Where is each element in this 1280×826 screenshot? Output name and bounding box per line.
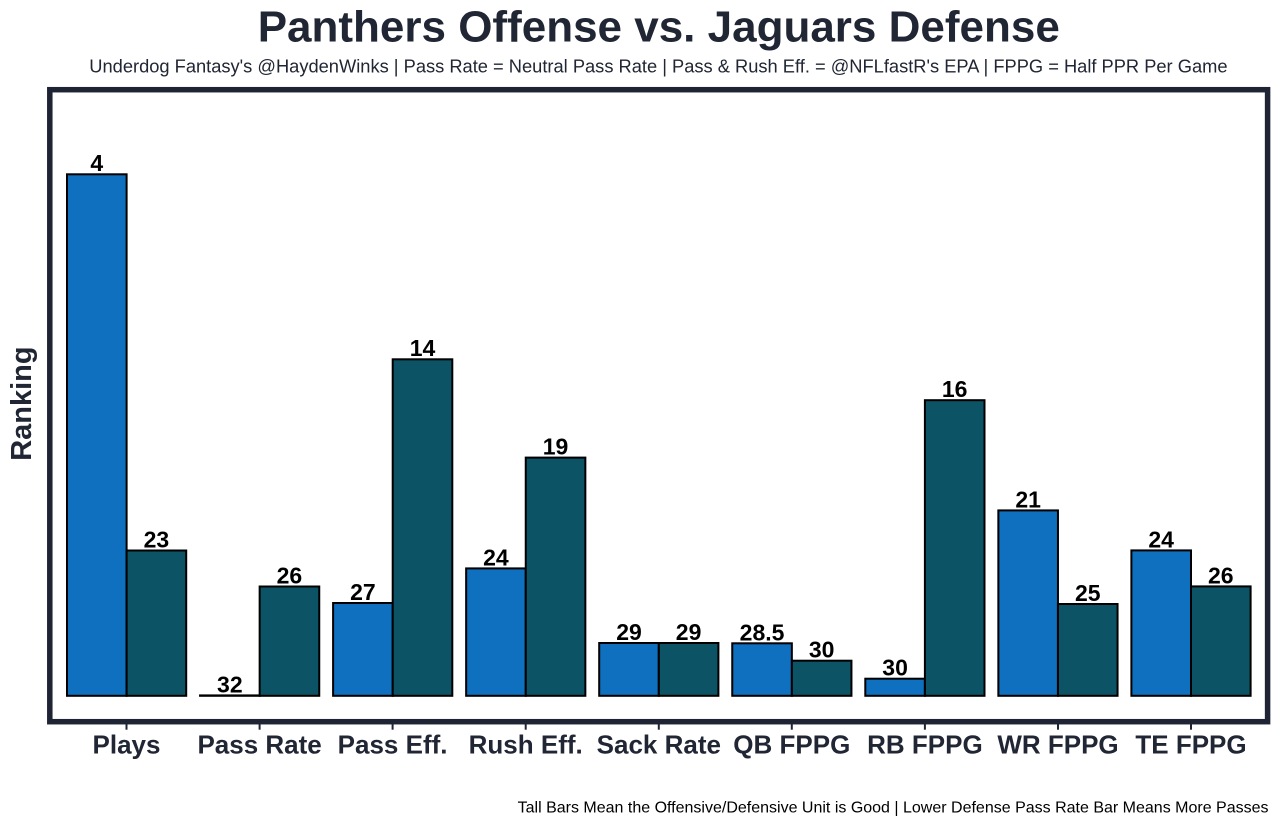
svg-text:19: 19: [543, 434, 569, 460]
svg-text:29: 29: [616, 619, 642, 645]
svg-text:26: 26: [277, 562, 303, 588]
svg-text:QB FPPG: QB FPPG: [733, 730, 850, 760]
svg-text:24: 24: [1148, 526, 1174, 552]
svg-text:25: 25: [1075, 580, 1101, 606]
svg-text:Ranking: Ranking: [6, 346, 38, 460]
svg-text:24: 24: [483, 544, 509, 570]
svg-text:21: 21: [1015, 486, 1041, 512]
svg-text:RB FPPG: RB FPPG: [867, 730, 983, 760]
svg-text:27: 27: [350, 579, 376, 605]
svg-text:16: 16: [942, 376, 968, 402]
svg-text:Sack Rate: Sack Rate: [597, 730, 721, 760]
svg-text:Tall Bars Mean the Offensive/D: Tall Bars Mean the Offensive/Defensive U…: [518, 800, 1269, 817]
svg-text:30: 30: [882, 655, 908, 681]
svg-text:4: 4: [90, 150, 103, 176]
svg-text:26: 26: [1208, 562, 1234, 588]
svg-text:30: 30: [809, 637, 835, 663]
svg-text:28.5: 28.5: [740, 619, 785, 645]
svg-text:Panthers Offense vs. Jaguars D: Panthers Offense vs. Jaguars Defense: [258, 2, 1060, 51]
svg-text:WR FPPG: WR FPPG: [997, 730, 1118, 760]
svg-text:23: 23: [144, 526, 170, 552]
svg-text:29: 29: [676, 619, 702, 645]
svg-text:Rush Eff.: Rush Eff.: [469, 730, 583, 760]
svg-text:Plays: Plays: [93, 730, 161, 760]
svg-text:Underdog Fantasy's @HaydenWink: Underdog Fantasy's @HaydenWinks | Pass R…: [89, 55, 1227, 76]
svg-text:TE FPPG: TE FPPG: [1135, 730, 1246, 760]
svg-text:Pass Rate: Pass Rate: [197, 730, 321, 760]
svg-text:Pass Eff.: Pass Eff.: [338, 730, 448, 760]
svg-text:14: 14: [410, 335, 436, 361]
svg-text:32: 32: [217, 672, 243, 698]
